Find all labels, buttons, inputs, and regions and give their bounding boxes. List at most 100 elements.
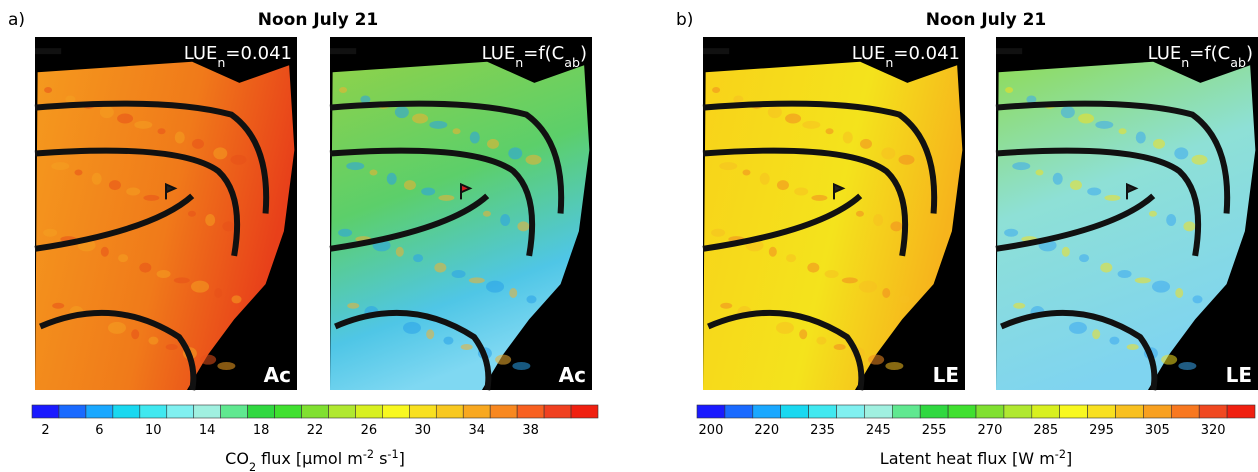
texture [1092,329,1101,340]
texture [873,214,884,227]
colorbar-box [1087,404,1116,419]
map-annotation: LUEn=f(Cab) [482,43,587,70]
texture [1035,169,1044,176]
colorbar-box [489,404,518,419]
texture [1135,131,1146,144]
texture [733,95,744,104]
field [996,61,1256,391]
field-boundary [702,100,938,214]
texture [434,262,447,273]
colorbar-tick-label: 255 [922,423,947,438]
texture [526,295,537,304]
colorbar-tick-label: 22 [307,423,324,438]
texture [192,138,205,149]
texture [1191,154,1208,165]
texture [486,280,505,293]
texture [1192,295,1203,304]
texture [65,95,76,104]
text-part: -1 [387,448,398,461]
texture [890,221,903,232]
text-part: Latent heat flux [W m [880,449,1055,468]
texture [885,362,904,371]
texture [802,120,821,129]
texture [460,343,473,350]
texture [126,187,141,196]
field-boundary [702,193,863,252]
texture [720,302,733,309]
texture [451,269,466,278]
texture [443,336,454,345]
texture [1178,362,1197,371]
texture [1079,254,1090,263]
colorbar-box [543,404,572,419]
texture [173,277,190,284]
text-part: ab [1230,55,1246,70]
texture [767,106,782,119]
texture [156,269,171,278]
colorbar-box [462,404,491,419]
texture [1153,138,1166,149]
texture [157,128,166,135]
field [703,61,963,391]
colorbar-tick-label: 38 [522,423,539,438]
panel-label: a) [8,10,25,30]
colorbar-label: CO2 flux [μmol m-2 s-1] [225,448,405,472]
texture [1148,210,1157,217]
texture [468,277,485,284]
colorbar-box [891,404,921,419]
texture [776,180,789,191]
map: LUEn=f(Cab) Ac [329,37,592,391]
texture [230,154,247,165]
colorbar-box [947,404,977,419]
texture [148,336,159,345]
flag-icon [1126,182,1139,200]
texture [1174,147,1189,160]
colorbar-tick-label: 235 [810,423,835,438]
colorbar-tick-label: 34 [468,423,485,438]
colorbar-box [274,404,302,419]
texture [346,162,365,171]
texture [786,254,797,263]
texture [833,343,846,350]
texture [143,194,160,201]
text-part: n [515,55,523,70]
texture [1161,354,1178,365]
texture [860,138,873,149]
texture [99,106,114,119]
colorbar-box [85,404,114,419]
colorbar-box [836,404,865,419]
colorbar-box [1143,404,1172,419]
texture [452,128,461,135]
colorbar-tick-label: 270 [978,423,1003,438]
texture [131,329,140,340]
texture [859,280,878,293]
texture [402,321,421,334]
texture [1069,180,1082,191]
colorbar-tick-label: 200 [699,423,724,438]
texture [412,113,429,124]
texture [386,172,397,185]
texture [881,147,896,160]
texture [799,329,808,340]
texture [824,269,839,278]
texture [118,254,129,263]
texture [711,228,726,237]
text-part: LUE [184,43,218,64]
texture [525,154,542,165]
colorbar-box [808,404,837,419]
texture [1100,262,1113,273]
map-annotation: LUEn=0.041 [184,43,292,70]
texture [1013,302,1026,309]
texture [898,154,915,165]
field-boundary [995,193,1156,252]
texture [44,86,53,93]
texture [1095,120,1114,129]
texture [1126,343,1139,350]
flag-icon [460,182,473,200]
colorbar-tick-label: 30 [415,423,432,438]
texture [429,120,448,129]
colorbar-tick-label: 18 [253,423,270,438]
texture [222,221,235,232]
texture [1134,277,1151,284]
map: LUEn=f(Cab) LE [995,37,1258,391]
